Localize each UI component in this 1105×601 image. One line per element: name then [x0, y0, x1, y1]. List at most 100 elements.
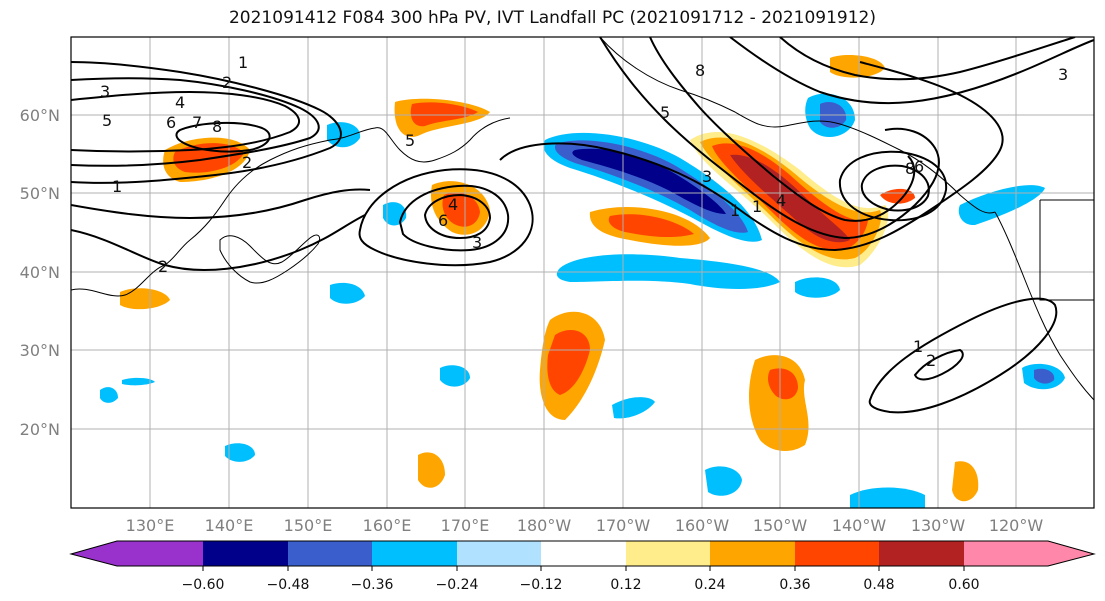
pv-negative-kamchatka — [327, 122, 361, 148]
pv-negative-south-west — [122, 377, 155, 386]
colorbar-tick-label: 0.36 — [779, 577, 810, 593]
contour-ridge-north-2 — [779, 37, 1076, 81]
contour-trough-3 — [649, 37, 916, 222]
contour-label: 2 — [926, 351, 936, 370]
lat-tick-label: 20°N — [20, 420, 60, 439]
lon-tick-label: 130°W — [911, 516, 966, 535]
pv-positive-kuril — [120, 288, 170, 310]
pv-positive-subtropical-west-strong — [547, 330, 590, 395]
lat-tick-label: 30°N — [20, 341, 60, 360]
asia-coastline — [71, 117, 511, 297]
contour-west-jet-3 — [71, 90, 300, 153]
contour-west-jet-1 — [71, 61, 342, 184]
contour-label: 1 — [752, 197, 762, 216]
map-frame — [70, 36, 1095, 509]
lon-tick-label: 130°E — [126, 516, 175, 535]
contour-trough-2 — [599, 37, 940, 240]
lon-tick-label: 160°W — [675, 516, 730, 535]
pv-positive-tropical-west — [418, 452, 445, 488]
contour-west-south-2 — [71, 188, 371, 220]
lon-tick-label: 160°E — [363, 516, 412, 535]
contour-label: 1 — [238, 53, 248, 72]
contour-central-low-1 — [358, 168, 534, 267]
contour-label: 3 — [472, 233, 482, 252]
colorbar-segment — [203, 541, 288, 566]
pv-negative-tropical-2 — [705, 466, 742, 496]
map-title: 2021091412 F084 300 hPa PV, IVT Landfall… — [228, 8, 876, 28]
contour-label: 6 — [438, 211, 448, 230]
contour-label: 2 — [158, 257, 168, 276]
colorbar-segment — [457, 541, 541, 566]
colorbar-segment — [626, 541, 710, 566]
lon-tick-label: 150°W — [753, 516, 808, 535]
graticule — [71, 37, 1094, 508]
contour-west-low-core — [175, 121, 271, 153]
colorbar-tick-label: 0.48 — [863, 577, 894, 593]
lon-tick-label: 180°W — [517, 516, 572, 535]
contour-central-low-2 — [398, 184, 510, 252]
colorbar-outline — [69, 540, 1096, 567]
contour-label: 4 — [448, 195, 458, 214]
contour-southeast-high-1 — [868, 297, 1058, 414]
pv-positive-subtropical-east-strong — [768, 368, 798, 400]
lat-tick-label: 40°N — [20, 263, 60, 282]
pv-negative-west-midlat — [330, 282, 365, 304]
contour-label: 8 — [695, 61, 705, 80]
colorbar-tick-label: 0.24 — [694, 577, 725, 593]
pv-positive-dateline-strong — [608, 214, 694, 238]
pv-negative-subtropical-1 — [440, 365, 470, 387]
contour-ridge-north — [729, 37, 1094, 105]
contour-label: 5 — [405, 131, 415, 150]
pv-negative-baja-strong — [1034, 368, 1055, 384]
contour-west-jet-2 — [71, 77, 320, 167]
contour-lines — [71, 37, 1094, 414]
contour-label: 5 — [102, 111, 112, 130]
contour-label: 8 — [905, 159, 915, 178]
contour-trough-1 — [499, 61, 1004, 252]
contour-label: 6 — [914, 157, 924, 176]
longitude-axis: 130°E 140°E 150°E 160°E 170°E 180°W 170°… — [126, 516, 1044, 535]
contour-label: 2 — [242, 153, 252, 172]
contour-label: 1 — [112, 177, 122, 196]
contour-east-low-1 — [838, 150, 948, 222]
colorbar-segment — [372, 541, 457, 566]
contour-label: 1 — [730, 201, 740, 220]
contour-east-low-2 — [860, 164, 930, 212]
contour-label: 7 — [192, 113, 202, 132]
pv-negative-east-midlat — [795, 277, 840, 298]
lon-tick-label: 120°W — [989, 516, 1044, 535]
contour-southeast-high-2 — [913, 348, 964, 381]
colorbar-segment — [964, 541, 1094, 566]
shaded-field-layer — [100, 55, 1065, 508]
lon-tick-label: 150°E — [284, 516, 333, 535]
pv-negative-west-small — [100, 387, 118, 403]
japan-coastline — [219, 234, 321, 284]
colorbar-tick-label: −0.60 — [182, 577, 225, 593]
pv-negative-dateline-band-max — [572, 148, 726, 214]
lon-tick-label: 140°E — [205, 516, 254, 535]
contour-label: 3 — [100, 82, 110, 101]
pv-positive-kamchatka-strong — [410, 102, 478, 127]
contour-label: 2 — [222, 73, 232, 92]
contour-label: 3 — [1058, 65, 1068, 84]
alaska-coastline — [599, 37, 996, 214]
colorbar-tick-label: 0.12 — [610, 577, 641, 593]
colorbar-tick-label: −0.48 — [267, 577, 310, 593]
colorbar-segment — [541, 541, 626, 566]
contour-central-low-3 — [423, 193, 492, 240]
contour-label: 4 — [175, 93, 185, 112]
contour-label: 3 — [702, 167, 712, 186]
pv-positive-band-northeast-pacific-max — [730, 154, 850, 243]
coastlines — [71, 37, 1094, 401]
contour-west-south — [71, 214, 366, 271]
pv-negative-coast — [958, 185, 1045, 226]
contour-label: 6 — [166, 113, 176, 132]
colorbar-segment — [71, 541, 203, 566]
colorbar-segment — [795, 541, 879, 566]
colorbar-ticks — [202, 566, 965, 571]
lat-tick-label: 50°N — [20, 184, 60, 203]
colorbar-segment — [288, 541, 372, 566]
colorbar-tick-label: −0.24 — [436, 577, 479, 593]
colorbar-segment — [710, 541, 795, 566]
